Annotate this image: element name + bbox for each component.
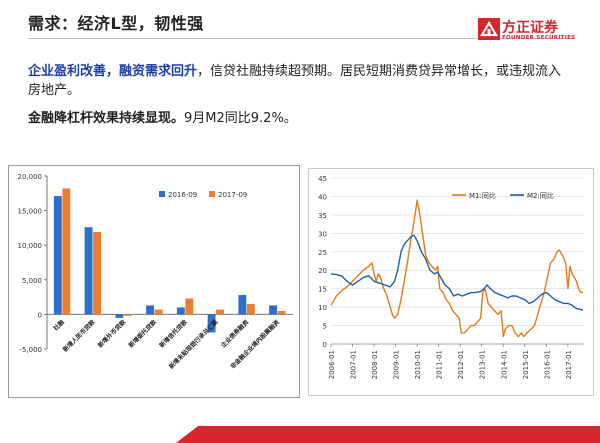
y-tick-label: 10: [318, 304, 327, 312]
line-chart-svg: 0 5 10 15 20 25 30 35 40 45 2006-01 2007-01 2008-01 2…: [318, 175, 584, 379]
y-tick-label: 20: [318, 267, 327, 275]
paragraph-credit-rest: ，信贷社融持续超预期。居民短期消费贷异常增长，或违规流入房地产。: [28, 64, 562, 98]
bar: [238, 295, 247, 315]
y-tick-label: 10,000: [18, 242, 43, 250]
x-category-label: 新增外币贷款: [96, 317, 128, 349]
paragraph-credit: 企业盈利改善，融资需求回升，信贷社融持续超预期。居民短期消费贷异常增长，或违规流…: [28, 62, 573, 100]
x-category-label: 社融: [51, 318, 66, 333]
x-tick-label: 2011-01: [436, 350, 444, 379]
bar: [207, 314, 216, 333]
legend-label: 2017-09: [218, 191, 247, 199]
bar: [93, 232, 102, 315]
footer-accent-bar: [198, 426, 600, 443]
bar: [176, 307, 185, 315]
emphasis-profit: 企业盈利改善: [28, 64, 107, 79]
series-line: [330, 234, 584, 311]
x-tick-label: 2016-01: [543, 350, 551, 379]
y-tick-label: 40: [318, 193, 327, 201]
bar: [123, 314, 132, 316]
x-category-label: 新增委托贷款: [127, 317, 159, 349]
y-tick-label: 5,000: [22, 277, 42, 285]
y-tick-label: 30: [318, 230, 327, 238]
social-financing-bar-chart: -5,000 0 5,000 10,000 15,000 20,000 社融 新增人民币贷款新…: [8, 165, 300, 398]
y-tick-label: 5: [323, 323, 327, 331]
paragraph-deleverage-rest: 9月M2同比9.2%。: [184, 111, 297, 126]
x-tick-label: 2008-01: [371, 350, 379, 379]
x-tick-label: 2007-01: [350, 350, 358, 379]
legend-swatch: [209, 191, 215, 197]
y-tick-label: 15,000: [18, 208, 43, 216]
x-tick-label: 2012-01: [457, 350, 465, 379]
y-tick-label: 15: [318, 286, 327, 294]
x-category-label: 企业债券融资: [218, 318, 250, 350]
emphasis-deleverage: 金融降杠杆效果持续显现。: [28, 111, 185, 126]
y-tick-label: -5,000: [19, 346, 42, 354]
title-divider: [28, 38, 574, 39]
x-category-label: 新增人民币贷款: [61, 317, 97, 353]
emphasis-financing: 融资需求回升: [119, 64, 198, 79]
bar: [115, 314, 124, 318]
bar: [154, 309, 163, 315]
x-category-label: 非金融企业境内股票融资: [229, 318, 281, 370]
bar: [277, 310, 286, 315]
legend-label: M1:同比: [469, 191, 496, 200]
legend-label: 2016-09: [168, 191, 197, 199]
company-logo: 方正证券 FOUNDER SECURITIES: [478, 14, 590, 46]
y-tick-label: 35: [318, 212, 327, 220]
bar: [62, 188, 71, 315]
footer-accent-edge: [176, 426, 198, 443]
bar: [84, 227, 93, 315]
x-tick-label: 2006-01: [328, 350, 336, 379]
money-supply-line-chart: 0 5 10 15 20 25 30 35 40 45 2006-01 2007-01 2008-01 2…: [308, 168, 594, 396]
bar: [53, 196, 62, 315]
y-tick-label: 0: [323, 341, 327, 349]
legend-label: M2:同比: [527, 191, 554, 200]
slide-title: 需求：经济L型，韧性强: [28, 14, 204, 33]
bar: [146, 305, 155, 315]
x-tick-label: 2014-01: [500, 350, 508, 379]
logo-name-cn: 方正证券: [502, 20, 558, 36]
series-line: [330, 199, 583, 338]
emphasis-separator: ，: [106, 64, 120, 79]
y-tick-label: 0: [38, 311, 42, 319]
x-tick-label: 2013-01: [479, 350, 487, 379]
x-category-label: 新增未贴现银行承兑汇票: [167, 318, 219, 370]
y-tick-label: 20,000: [18, 173, 43, 181]
legend-swatch: [159, 191, 165, 197]
logo-name-en: FOUNDER SECURITIES: [502, 35, 576, 41]
bar: [216, 309, 225, 315]
paragraph-deleverage: 金融降杠杆效果持续显现。9月M2同比9.2%。: [28, 107, 297, 126]
bar: [269, 305, 278, 315]
x-tick-label: 2015-01: [522, 350, 530, 379]
x-tick-label: 2010-01: [414, 350, 422, 379]
bar: [246, 304, 255, 315]
bar: [185, 298, 194, 315]
logo-mark-icon: [478, 18, 500, 40]
bar-chart-svg: -5,00005,00010,00015,00020,000社融新增人民币贷款新…: [18, 173, 293, 370]
y-tick-label: 45: [318, 175, 327, 183]
x-tick-label: 2009-01: [393, 350, 401, 379]
y-tick-label: 25: [318, 249, 327, 257]
x-tick-label: 2017-01: [565, 350, 573, 379]
x-category-label: 新增信托贷款: [158, 317, 190, 349]
